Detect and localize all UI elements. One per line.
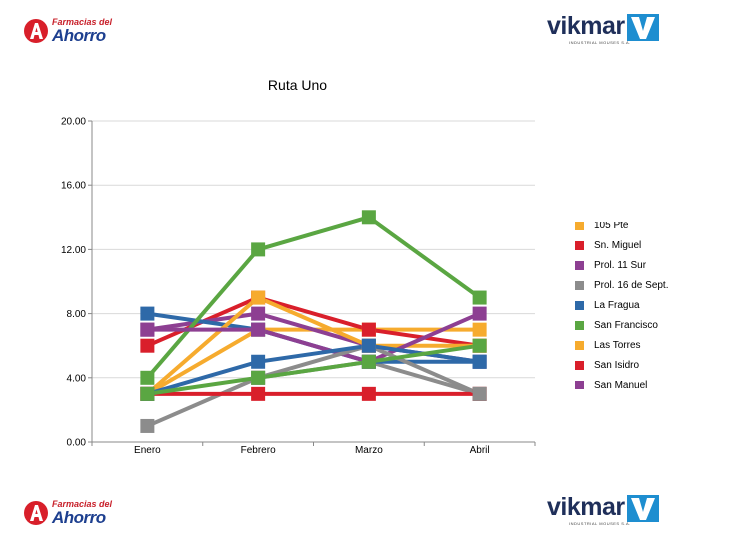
legend-swatch xyxy=(575,360,584,370)
legend-swatch xyxy=(575,320,584,330)
y-tick-label: 12.00 xyxy=(61,245,86,256)
data-point xyxy=(251,306,266,321)
series-line xyxy=(147,343,480,396)
legend-item: San Manuel xyxy=(575,375,690,389)
legend-item: Sn. Miguel xyxy=(575,235,690,255)
farmacias-logo-line2: Ahorro xyxy=(52,26,106,45)
series-line xyxy=(145,215,481,380)
data-point xyxy=(140,370,155,385)
data-point xyxy=(361,386,376,401)
data-point xyxy=(472,322,487,337)
farmacias-logo-line1: Farmacias del xyxy=(52,17,113,27)
data-point xyxy=(251,386,266,401)
legend-swatch xyxy=(575,340,584,350)
data-point xyxy=(251,242,266,257)
data-point xyxy=(251,370,266,385)
vikmar-logo: vikmar INDUSTRIAL MOUSES S.A. xyxy=(547,12,659,45)
series-line xyxy=(257,343,481,396)
legend-label: Sn. Miguel xyxy=(594,239,642,251)
series-line xyxy=(146,295,480,396)
data-point xyxy=(361,210,376,225)
legend-swatch xyxy=(575,240,584,250)
data-point xyxy=(140,322,155,337)
data-point xyxy=(140,306,155,321)
data-point xyxy=(140,386,155,401)
farmacias-del-ahorro-logo-bottom: Farmacias del Ahorro xyxy=(23,500,112,526)
legend-label: San Isidro xyxy=(594,359,640,371)
legend-swatch xyxy=(575,380,584,389)
vikmar-v-icon xyxy=(626,14,659,41)
legend-item: Prol. 16 de Sept. xyxy=(575,275,690,295)
vikmar-logo-tagline: INDUSTRIAL MOUSES S.A. xyxy=(569,521,631,526)
farmacias-logo-line1: Farmacias del xyxy=(52,499,113,509)
data-point xyxy=(251,354,266,369)
data-point xyxy=(361,354,376,369)
data-point xyxy=(472,386,487,401)
data-point xyxy=(472,290,487,305)
legend-swatch xyxy=(575,260,584,270)
vikmar-logo-bottom: vikmar INDUSTRIAL MOUSES S.A. xyxy=(547,493,659,526)
data-point xyxy=(251,290,266,305)
data-point xyxy=(472,306,487,321)
legend-item: San Francisco xyxy=(575,315,690,335)
series-line xyxy=(147,311,481,364)
data-point xyxy=(140,418,155,433)
y-tick-label: 4.00 xyxy=(67,373,87,384)
legend-item: Prol. 11 Sur xyxy=(575,255,690,275)
y-tick-label: 20.00 xyxy=(61,117,86,128)
vikmar-logo-word: vikmar xyxy=(547,493,625,521)
data-point xyxy=(361,322,376,337)
data-point xyxy=(140,338,155,353)
data-point xyxy=(472,354,487,369)
x-tick-label: Enero xyxy=(134,445,161,456)
vikmar-logo-word: vikmar xyxy=(547,12,625,40)
farmacias-logo-line2: Ahorro xyxy=(52,508,106,527)
legend-label: San Francisco xyxy=(594,319,658,331)
chart-legend: 105 Pte Sn. Miguel Prol. 11 Sur Prol. 16 de… xyxy=(575,222,690,389)
data-point xyxy=(361,338,376,353)
data-point xyxy=(472,338,487,353)
farmacias-a-icon xyxy=(24,19,48,43)
legend-item: Las Torres xyxy=(575,335,690,355)
vikmar-v-icon xyxy=(626,495,659,522)
legend-label: Prol. 16 de Sept. xyxy=(594,279,669,291)
legend-label: 105 Pte xyxy=(594,222,629,231)
x-tick-label: Febrero xyxy=(241,445,276,456)
farmacias-a-icon xyxy=(24,501,48,525)
legend-label: La Fragua xyxy=(594,299,640,311)
vikmar-logo-tagline: INDUSTRIAL MOUSES S.A. xyxy=(569,40,631,45)
x-tick-label: Marzo xyxy=(355,445,383,456)
y-tick-label: 16.00 xyxy=(61,181,86,192)
y-tick-label: 8.00 xyxy=(67,309,87,320)
legend-swatch xyxy=(575,222,584,230)
legend-item: 105 Pte xyxy=(575,222,690,235)
farmacias-del-ahorro-logo: Farmacias del Ahorro xyxy=(23,18,112,44)
y-tick-label: 0.00 xyxy=(67,438,87,449)
data-point xyxy=(251,322,266,337)
legend-item: La Fragua xyxy=(575,295,690,315)
legend-label: Las Torres xyxy=(594,339,641,351)
legend-swatch xyxy=(575,300,584,310)
chart-title: Ruta Uno xyxy=(267,77,328,93)
legend-item: San Isidro xyxy=(575,355,690,375)
legend-swatch xyxy=(575,280,584,290)
legend-label: San Manuel xyxy=(594,379,648,390)
legend-label: Prol. 11 Sur xyxy=(594,259,647,271)
x-tick-label: Abril xyxy=(470,445,490,456)
